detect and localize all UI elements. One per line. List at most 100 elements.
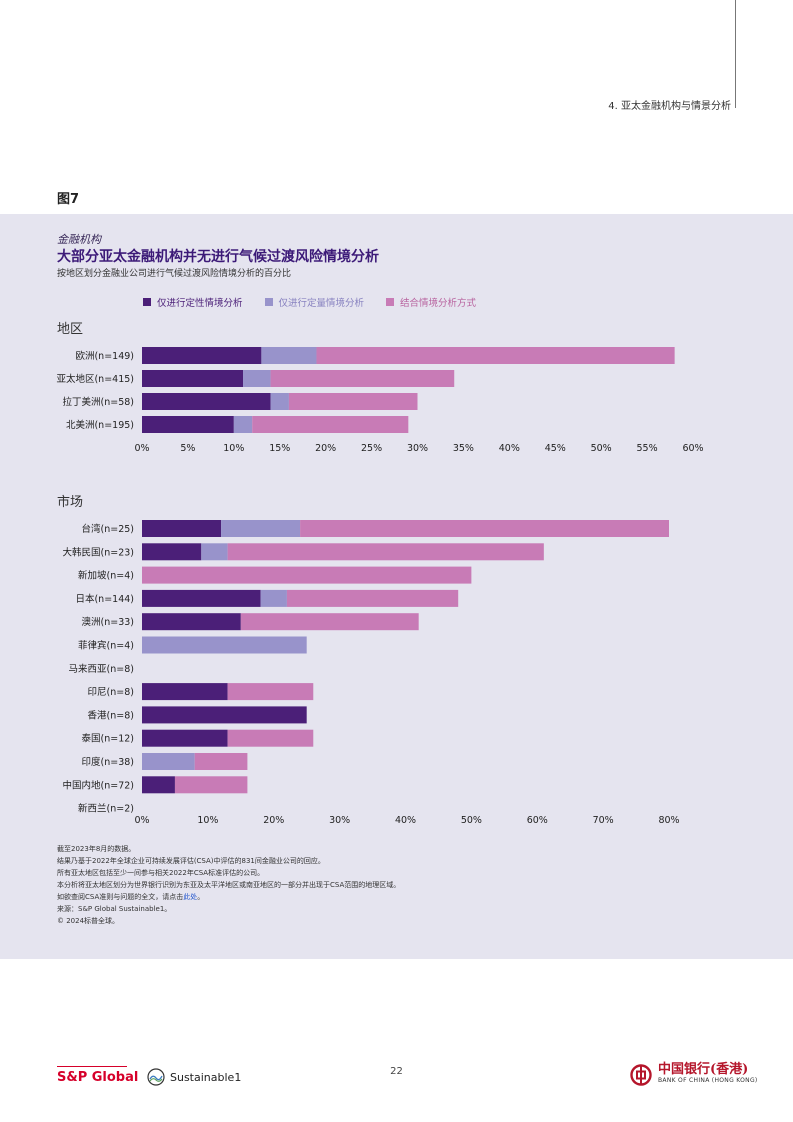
x-tick-label: 0% [134,443,149,454]
bar-segment [233,416,253,433]
legend-label-qualitative: 仅进行定性情境分析 [157,298,243,309]
region-group-title: 地区 [57,322,84,337]
note-line: 截至2023年8月的数据。 [57,845,136,853]
market-chart: 台湾(n=25) 大韩民国(n=23) 新加坡(n=4) 日本(n=144) 澳洲(n=… [63,520,680,826]
legend-label-combined: 结合情境分析方式 [400,298,477,309]
note-line-link: 如欲查阅CSA准则与问题的全文，请点击此处。 [57,891,400,903]
bar-segment [240,613,419,631]
x-tick-label: 5% [180,443,195,454]
chart-notes: 截至2023年8月的数据。 结果乃基于2022年全球企业可持续发展评估(CSA)… [57,843,400,927]
market-group-title: 市场 [57,495,84,510]
category-label: 新西兰(n=2) [78,803,134,815]
x-tick-label: 80% [658,815,679,826]
bar-segment [142,753,195,770]
note-line: 本分析将亚太地区划分为世界银行识别为东亚及太平洋地区或南亚地区的一部分并出现于C… [57,881,401,889]
category-label: 菲律宾(n=4) [78,640,134,652]
x-tick-label: 40% [499,443,520,454]
sustainable1-icon [147,1068,165,1086]
bar-segment [142,613,241,631]
section-label: 4. 亚太金融机构与情景分析 [608,101,731,112]
bar-segment [286,589,459,607]
category-label: 拉丁美洲(n=58) [63,396,134,408]
boc-name-cn: 中国银行(香港) [658,1062,749,1077]
note-link-prefix: 如欲查阅CSA准则与问题的全文，请点击 [57,893,184,901]
note-line: 所有亚太地区包括至少一间参与相关2022年CSA标准评估的公司。 [57,869,265,877]
sp-global-rule [57,1066,127,1067]
legend-swatch-qualitative [143,298,151,306]
bar-segment [270,370,455,387]
chart-legend: 仅进行定性情境分析 仅进行定量情境分析 结合情境分析方式 [143,295,476,309]
category-label: 新加坡(n=4) [78,570,134,582]
csa-link[interactable]: 此处 [183,893,198,901]
x-tick-label: 30% [329,815,350,826]
sustainable1-label: Sustainable1 [170,1070,242,1084]
category-label: 印尼(n=8) [88,686,134,698]
bar-segment [142,347,262,364]
bar-segment [174,776,248,794]
region-chart: 欧洲(n=149) 亚太地区(n=415) 拉丁美洲(n=58) 北美洲(n=195)… [56,347,704,454]
category-label: 日本(n=144) [75,593,134,605]
x-tick-label: 10% [197,815,218,826]
bar-segment [221,520,301,537]
legend-swatch-quantitative [264,298,273,306]
legend-item-qualitative: 仅进行定性情境分析 [143,295,243,309]
bar-segment [252,416,409,433]
x-tick-label: 45% [545,443,566,454]
x-tick-label: 10% [223,443,244,454]
bar-segment [227,729,314,747]
bar-segment [142,370,244,387]
bar-segment [194,753,248,770]
bar-segment [142,706,307,724]
x-tick-label: 60% [682,443,703,454]
chart-panel [0,214,793,959]
bar-segment [270,393,289,410]
x-tick-label: 20% [263,815,284,826]
page-number: 22 [390,1066,403,1077]
bar-segment [288,393,418,410]
bar-segment [142,776,175,794]
bar-segment [142,543,202,561]
bar-segment [142,589,261,607]
note-link-suffix: 。 [197,893,205,901]
sustainable1-logo: Sustainable1 [147,1068,241,1086]
x-tick-label: 20% [315,443,336,454]
chart-kicker: 金融机构 [57,233,101,246]
x-tick-label: 0% [134,815,149,826]
category-label: 台湾(n=25) [82,523,134,535]
x-tick-label: 25% [361,443,382,454]
bar-segment [260,589,287,607]
legend-label-quantitative: 仅进行定量情境分析 [278,298,365,309]
bar-segment [142,566,472,584]
bar-segment [142,636,307,654]
category-label: 澳洲(n=33) [82,616,134,628]
legend-item-combined: 结合情境分析方式 [386,295,476,309]
boc-name-en: BANK OF CHINA (HONG KONG) [658,1077,758,1084]
bar-segment [227,543,544,561]
x-tick-label: 15% [269,443,290,454]
category-label: 印度(n=38) [82,756,134,768]
bar-segment [300,520,669,537]
bar-segment [316,347,675,364]
bar-segment [227,683,314,701]
category-label: 马来西亚(n=8) [69,664,134,675]
sp-global-logo: S&P Global [57,1070,139,1085]
bar-segment [142,520,222,537]
copyright-line: © 2024标普全球。 [57,917,120,925]
x-tick-label: 70% [593,815,614,826]
x-tick-label: 40% [395,815,416,826]
chart-subtitle: 按地区划分金融业公司进行气候过渡风险情境分析的百分比 [57,269,292,279]
x-tick-label: 30% [407,443,428,454]
legend-item-quantitative: 仅进行定量情境分析 [264,295,365,309]
source-line: 来源：S&P Global Sustainable1。 [57,905,172,913]
note-line: 结果乃基于2022年全球企业可持续发展评估(CSA)中评估的831间金融业公司的… [57,857,325,865]
category-label: 香港(n=8) [88,709,134,721]
bar-segment [243,370,271,387]
legend-swatch-combined [386,298,395,306]
x-tick-label: 50% [461,815,482,826]
x-tick-label: 50% [591,443,612,454]
bar-segment [142,683,228,701]
x-tick-label: 60% [527,815,548,826]
category-label: 大韩民国(n=23) [63,546,134,558]
category-label: 亚太地区(n=415) [56,373,134,385]
category-label: 中国内地(n=72) [63,779,134,791]
